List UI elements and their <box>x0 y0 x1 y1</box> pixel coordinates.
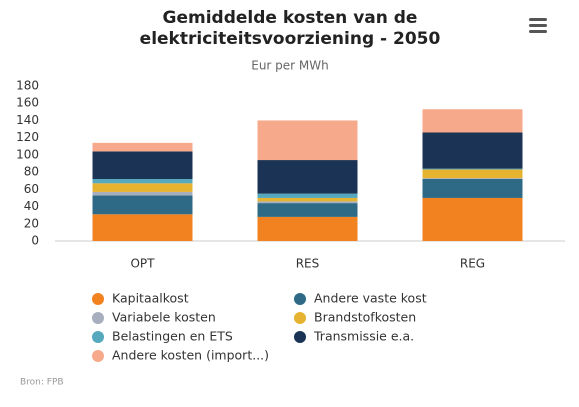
bar-segment <box>92 195 193 215</box>
bar-segment <box>92 142 193 152</box>
bar-segment <box>422 109 523 133</box>
legend-label: Andere kosten (import...) <box>112 348 269 363</box>
bar-segment <box>257 193 358 198</box>
legend-label: Brandstofkosten <box>314 310 416 325</box>
menu-bar[interactable] <box>529 18 547 21</box>
bar-segment <box>92 191 193 196</box>
x-tick-label: OPT <box>130 257 155 271</box>
legend-label: Andere vaste kost <box>314 291 427 306</box>
legend-marker <box>294 293 306 305</box>
y-tick-label: 120 <box>16 130 39 144</box>
legend-label: Transmissie e.a. <box>313 329 414 344</box>
chart-title: Gemiddelde kosten van de elektriciteitsv… <box>139 8 441 49</box>
bar-segment <box>92 151 193 179</box>
legend-marker <box>92 312 104 324</box>
bar-segment <box>257 201 358 204</box>
bar-segment <box>257 120 358 161</box>
bar-segment <box>92 183 193 192</box>
menu-button[interactable] <box>529 18 547 33</box>
source: Bron: FPB <box>20 378 64 388</box>
y-tick-label: 60 <box>24 182 39 196</box>
menu-bar[interactable] <box>529 30 547 33</box>
y-tick-label: 180 <box>16 79 39 93</box>
bar-segment <box>257 160 358 194</box>
legend-marker <box>294 331 306 343</box>
legend-marker <box>294 312 306 324</box>
bar-segment <box>92 214 193 241</box>
legend-marker <box>92 331 104 343</box>
y-tick-label: 20 <box>24 216 39 230</box>
bar-segment <box>257 197 358 202</box>
bar-segment <box>422 197 523 241</box>
bar-segment <box>422 169 523 179</box>
y-tick-label: 160 <box>16 96 39 110</box>
y-tick-label: 100 <box>16 147 39 161</box>
y-tick-label: 0 <box>31 234 39 248</box>
legend-marker <box>92 293 104 305</box>
y-tick-label: 140 <box>16 113 39 127</box>
x-tick-label: RES <box>296 257 320 271</box>
legend-marker <box>92 350 104 362</box>
bar-segment <box>92 179 193 184</box>
chart-subtitle: Eur per MWh <box>251 59 329 73</box>
bar-segment <box>422 179 523 198</box>
bar-segment <box>422 168 523 170</box>
legend-label: Kapitaalkost <box>112 291 189 306</box>
bar-segment <box>422 132 523 169</box>
bar-segment <box>257 203 358 217</box>
bar-segment <box>422 178 523 179</box>
menu-bar[interactable] <box>529 24 547 27</box>
x-tick-label: REG <box>460 257 485 271</box>
y-tick-label: 40 <box>24 199 39 213</box>
bar-segment <box>257 216 358 241</box>
legend-label: Variabele kosten <box>112 310 216 325</box>
legend-label: Belastingen en ETS <box>112 329 233 344</box>
y-tick-label: 80 <box>24 165 39 179</box>
